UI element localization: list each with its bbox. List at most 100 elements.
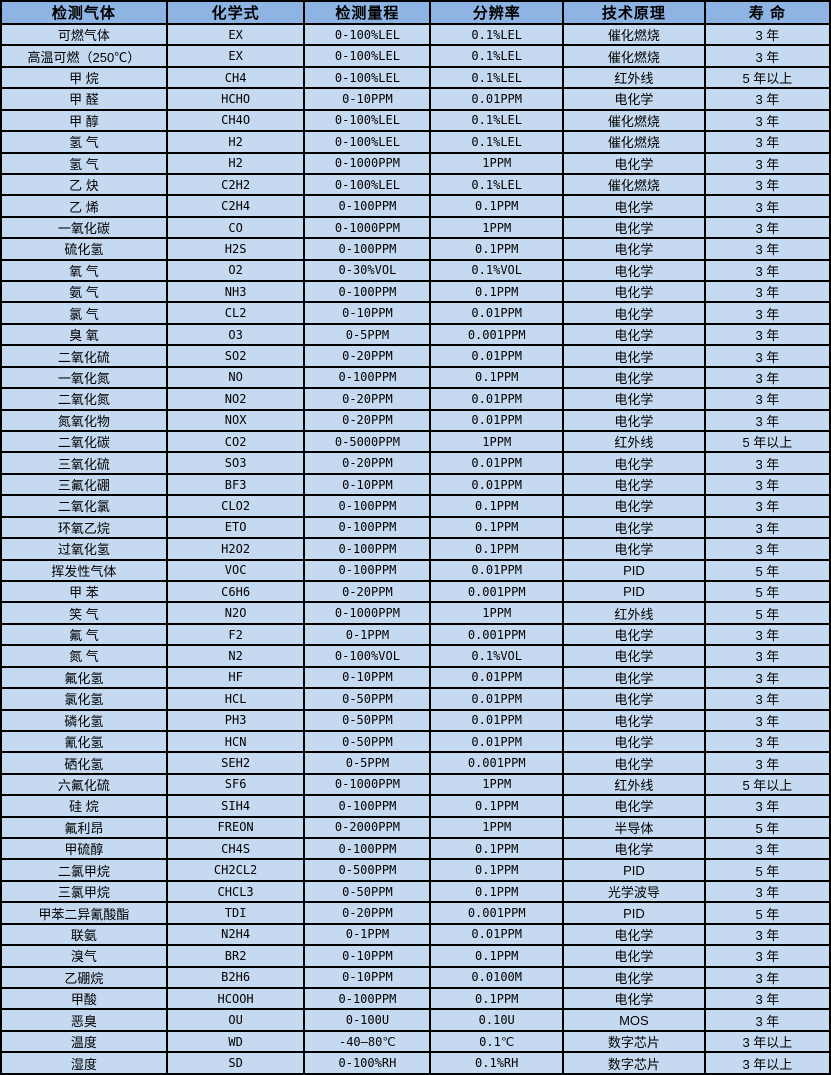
cell-formula: NH3 <box>165 280 306 304</box>
table-row: 二氯甲烷 CH2CL2 0-500PPM 0.1PPM PID 5 年 <box>0 858 831 882</box>
cell-range: 0-100PPM <box>303 986 432 1011</box>
cell-range: 0-100%RH <box>303 1051 432 1075</box>
cell-range: 0-100%LEL <box>303 22 432 47</box>
cell-range: 0-100PPM <box>303 515 432 540</box>
cell-lifespan: 5 年以上 <box>703 429 831 454</box>
cell-range: 0-50PPM <box>303 729 432 754</box>
table-row: 挥发性气体 VOC 0-100PPM 0.01PPM PID 5 年 <box>0 558 831 582</box>
cell-resolution: 0.1PPM <box>429 365 565 390</box>
cell-range: 0-100%LEL <box>303 130 432 154</box>
cell-lifespan: 3 年 <box>703 215 831 240</box>
cell-range: -40—80℃ <box>303 1029 432 1054</box>
cell-resolution: 0.01PPM <box>429 344 565 368</box>
cell-lifespan: 3 年 <box>703 344 831 368</box>
table-row: 甲 醛 HCHO 0-10PPM 0.01PPM 电化学 3 年 <box>0 87 831 111</box>
cell-range: 0-10PPM <box>303 472 432 497</box>
cell-resolution: 0.1℃ <box>429 1029 565 1054</box>
cell-lifespan: 3 年 <box>703 108 831 133</box>
cell-resolution: 0.01PPM <box>429 301 565 325</box>
cell-lifespan: 3 年 <box>703 22 831 47</box>
cell-resolution: 0.01PPM <box>429 472 565 497</box>
cell-principle: 催化燃烧 <box>562 108 706 133</box>
cell-lifespan: 3 年 <box>703 494 831 518</box>
cell-formula: C6H6 <box>165 579 306 604</box>
cell-gas-name: 氰化氢 <box>0 729 168 754</box>
cell-formula: H2O2 <box>165 537 306 561</box>
cell-lifespan: 3 年 <box>703 44 831 68</box>
cell-principle: 红外线 <box>562 601 706 625</box>
cell-range: 0-100PPM <box>303 280 432 304</box>
cell-gas-name: 高温可燃（250℃） <box>0 44 168 68</box>
cell-resolution: 0.1%LEL <box>429 130 565 154</box>
cell-range: 0-2000PPM <box>303 815 432 840</box>
cell-lifespan: 3 年 <box>703 708 831 732</box>
table-row: 甲硫醇 CH4S 0-100PPM 0.1PPM 电化学 3 年 <box>0 837 831 861</box>
cell-gas-name: 乙硼烷 <box>0 965 168 990</box>
cell-formula: HCL <box>165 687 306 711</box>
cell-formula: B2H6 <box>165 965 306 990</box>
header-row: 检测气体 化学式 检测量程 分辨率 技术原理 寿 命 <box>0 0 831 25</box>
cell-principle: MOS <box>562 1008 706 1032</box>
cell-principle: 电化学 <box>562 365 706 390</box>
cell-formula: O2 <box>165 258 306 283</box>
cell-formula: H2 <box>165 130 306 154</box>
cell-range: 0-100PPM <box>303 237 432 261</box>
cell-formula: SIH4 <box>165 794 306 818</box>
table-row: 氰化氢 HCN 0-50PPM 0.01PPM 电化学 3 年 <box>0 729 831 754</box>
cell-resolution: 0.1%VOL <box>429 644 565 668</box>
cell-principle: 催化燃烧 <box>562 44 706 68</box>
cell-resolution: 0.1PPM <box>429 837 565 861</box>
cell-resolution: 1PPM <box>429 151 565 175</box>
table-row: 氧 气 O2 0-30%VOL 0.1%VOL 电化学 3 年 <box>0 258 831 283</box>
cell-range: 0-5PPM <box>303 751 432 775</box>
cell-formula: BF3 <box>165 472 306 497</box>
cell-formula: HCN <box>165 729 306 754</box>
cell-principle: 电化学 <box>562 301 706 325</box>
cell-gas-name: 氧 气 <box>0 258 168 283</box>
cell-resolution: 0.1PPM <box>429 944 565 968</box>
cell-lifespan: 3 年 <box>703 729 831 754</box>
cell-lifespan: 5 年 <box>703 901 831 925</box>
cell-range: 0-10PPM <box>303 965 432 990</box>
cell-range: 0-100%LEL <box>303 65 432 90</box>
cell-gas-name: 硒化氢 <box>0 751 168 775</box>
cell-principle: 红外线 <box>562 429 706 454</box>
cell-formula: F2 <box>165 622 306 647</box>
table-row: 甲 苯 C6H6 0-20PPM 0.001PPM PID 5 年 <box>0 579 831 604</box>
cell-resolution: 0.01PPM <box>429 451 565 475</box>
cell-gas-name: 溴气 <box>0 944 168 968</box>
cell-gas-name: 二氧化氯 <box>0 494 168 518</box>
cell-formula: NO2 <box>165 387 306 411</box>
cell-formula: CO <box>165 215 306 240</box>
cell-resolution: 1PPM <box>429 215 565 240</box>
cell-lifespan: 3 年 <box>703 515 831 540</box>
header-lifespan: 寿 命 <box>703 0 831 25</box>
cell-lifespan: 5 年以上 <box>703 772 831 797</box>
cell-resolution: 0.01PPM <box>429 558 565 582</box>
cell-principle: 电化学 <box>562 729 706 754</box>
cell-principle: 电化学 <box>562 322 706 347</box>
cell-gas-name: 硫化氢 <box>0 237 168 261</box>
cell-lifespan: 3 年 <box>703 1008 831 1032</box>
cell-gas-name: 磷化氢 <box>0 708 168 732</box>
table-row: 一氧化氮 NO 0-100PPM 0.1PPM 电化学 3 年 <box>0 365 831 390</box>
cell-gas-name: 氢 气 <box>0 130 168 154</box>
cell-principle: 电化学 <box>562 215 706 240</box>
table-header: 检测气体 化学式 检测量程 分辨率 技术原理 寿 命 <box>0 0 831 25</box>
cell-gas-name: 一氧化氮 <box>0 365 168 390</box>
table-row: 氢 气 H2 0-100%LEL 0.1%LEL 催化燃烧 3 年 <box>0 130 831 154</box>
cell-lifespan: 3 年 <box>703 301 831 325</box>
cell-gas-name: 环氧乙烷 <box>0 515 168 540</box>
cell-formula: SF6 <box>165 772 306 797</box>
cell-formula: N2H4 <box>165 922 306 947</box>
header-gas-name: 检测气体 <box>0 0 168 25</box>
cell-range: 0-100%LEL <box>303 172 432 197</box>
cell-range: 0-10PPM <box>303 665 432 690</box>
table-row: 三氯甲烷 CHCL3 0-50PPM 0.1PPM 光学波导 3 年 <box>0 879 831 904</box>
cell-formula: C2H2 <box>165 172 306 197</box>
header-principle: 技术原理 <box>562 0 706 25</box>
cell-gas-name: 氮氧化物 <box>0 408 168 433</box>
cell-formula: SD <box>165 1051 306 1075</box>
cell-principle: 电化学 <box>562 986 706 1011</box>
cell-principle: 电化学 <box>562 451 706 475</box>
